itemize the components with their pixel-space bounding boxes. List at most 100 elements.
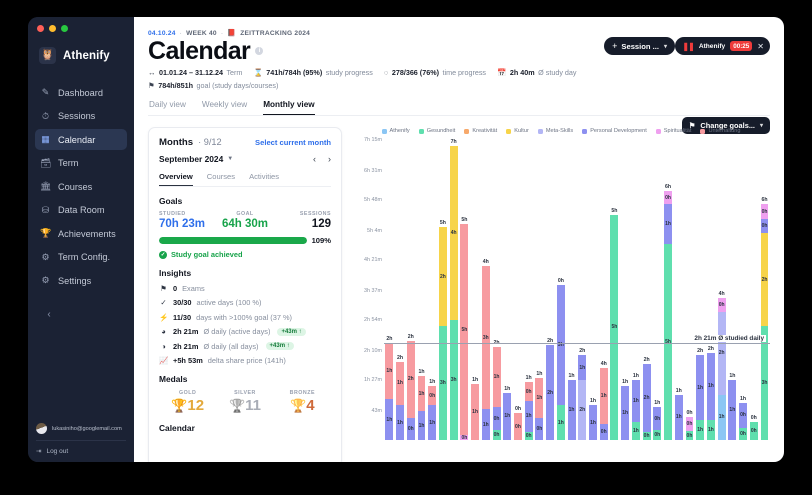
bar-segment[interactable]: 0h	[739, 427, 748, 441]
chart-bar[interactable]: 2h 0h 2h	[641, 140, 652, 441]
sidebar-item-courses[interactable]: 🏛 Courses	[35, 176, 127, 197]
chart-bar[interactable]: 2h 2h	[545, 140, 556, 441]
chart-bar[interactable]: 1h 0h 1h	[534, 140, 545, 441]
zoom-window-button[interactable]	[61, 25, 68, 32]
bar-segment[interactable]: 0h	[653, 407, 662, 430]
legend-item[interactable]: Personal Development	[582, 128, 647, 134]
bar-segment[interactable]: 0h	[406, 417, 415, 441]
bar-segment[interactable]: 0h	[760, 218, 769, 234]
chart-bar[interactable]: 2h 2h 1h	[577, 140, 588, 441]
bar-segment[interactable]: 1h	[589, 405, 597, 441]
chart-bar[interactable]: 1h 1h	[566, 140, 577, 441]
bar-segment[interactable]: 1h	[696, 419, 705, 441]
close-icon[interactable]: ✕	[757, 41, 764, 51]
bar-segment[interactable]: 1h	[631, 380, 640, 422]
add-session-button[interactable]: + Session ... ▾	[604, 37, 675, 55]
chart-bar[interactable]: 1h 0h 1h 0h	[523, 140, 534, 441]
chart-bar[interactable]: 5h 3h 2h	[438, 140, 449, 441]
chart-bar[interactable]: 5h 5h	[609, 140, 620, 441]
bar-segment[interactable]: 1h	[417, 376, 426, 412]
select-current-month-link[interactable]: Select current month	[255, 138, 331, 148]
chart-bar[interactable]: 1h 1h	[588, 140, 599, 441]
bar-segment[interactable]: 0h	[717, 297, 726, 312]
chart-bar[interactable]: 7h 3h 4h	[448, 139, 459, 441]
sidebar-item-sessions[interactable]: ⏱ Sessions	[35, 106, 127, 127]
bar-segment[interactable]: 1h	[717, 394, 726, 441]
legend-item[interactable]: Kreativität	[464, 128, 497, 134]
legend-item[interactable]: Gesundheit	[418, 128, 455, 134]
sidebar-item-calendar[interactable]: ▦ Calendar	[35, 129, 127, 150]
bar-segment[interactable]: 1h	[396, 361, 405, 406]
bar-segment[interactable]: 0h	[492, 429, 501, 441]
bar-segment[interactable]: 0h	[685, 416, 694, 432]
chart-bar[interactable]: 2h 1h 1h	[384, 140, 395, 441]
bar-segment[interactable]: 3h	[556, 285, 565, 406]
bar-segment[interactable]: 1h	[728, 380, 737, 441]
chart-bar[interactable]: 5h 0h 5h	[459, 140, 470, 441]
bar-segment[interactable]: 5h	[460, 224, 469, 436]
bar-segment[interactable]: 1h	[664, 204, 672, 244]
chart-bar[interactable]: 6h 5h 1h 0h	[663, 140, 674, 441]
bar-segment[interactable]: 2h	[642, 363, 651, 432]
bar-segment[interactable]: 0h	[492, 407, 501, 430]
chart-bar[interactable]: 0h 0h 0h	[684, 140, 695, 441]
bar-segment[interactable]: 1h	[621, 386, 630, 441]
chart-bar[interactable]: 4h 1h 3h	[480, 140, 491, 441]
chart-bar[interactable]: 1h 1h 1h	[631, 140, 642, 441]
subtab-activities[interactable]: Activities	[249, 172, 280, 182]
bar-segment[interactable]: 1h	[696, 355, 705, 420]
legend-item[interactable]: Athenify	[381, 128, 410, 134]
legend-item[interactable]: Spiritualität	[655, 128, 691, 134]
bar-segment[interactable]: 1h	[674, 394, 683, 441]
subtab-courses[interactable]: Courses	[206, 172, 236, 182]
bar-segment[interactable]: 1h	[706, 419, 715, 441]
next-month-button[interactable]: ›	[328, 154, 331, 165]
bar-segment[interactable]: 0h	[749, 421, 758, 441]
selected-month[interactable]: September 2024	[159, 154, 224, 165]
chart-bar[interactable]: 0h 0h	[513, 140, 524, 441]
chart-bar[interactable]: 1h 1h 0h	[427, 140, 438, 441]
active-timer[interactable]: ❚❚ Athenify 00:25 ✕	[675, 37, 770, 55]
bar-segment[interactable]: 0h	[514, 413, 522, 441]
bar-segment[interactable]: 0h	[685, 431, 694, 441]
chart-bar[interactable]: 1h 1h	[673, 140, 684, 441]
bar-segment[interactable]: 0h	[760, 204, 769, 219]
bar-segment[interactable]: 1h	[385, 343, 394, 399]
chart-bar[interactable]: 2h 1h 1h	[395, 140, 406, 441]
bar-segment[interactable]: 0h	[653, 429, 662, 441]
bar-segment[interactable]: 0h	[664, 191, 672, 205]
chart-bar[interactable]: 1h 0h 0h	[738, 140, 749, 441]
tab-monthly-view[interactable]: Monthly view	[263, 100, 315, 116]
bar-segment[interactable]: 1h	[492, 347, 501, 408]
bar-segment[interactable]: 0h	[460, 435, 469, 441]
bar-segment[interactable]: 3h	[449, 320, 458, 441]
bar-segment[interactable]: 3h	[760, 326, 769, 441]
bar-segment[interactable]: 0h	[642, 431, 651, 441]
chart-bar[interactable]: 1h 0h 0h	[652, 140, 663, 441]
sidebar-item-settings[interactable]: ⚙ Settings	[35, 270, 127, 291]
minimize-window-button[interactable]	[49, 25, 56, 32]
info-icon[interactable]: i	[255, 47, 264, 56]
sidebar-user[interactable]: lukasiniho@googlemail.com	[36, 423, 126, 434]
chart-bar[interactable]: 1h 1h	[470, 140, 481, 441]
bar-segment[interactable]: 2h	[438, 227, 447, 327]
bar-segment[interactable]: 5h	[664, 243, 672, 441]
bar-segment[interactable]: 2h	[406, 340, 415, 418]
bar-segment[interactable]: 1h	[578, 355, 587, 381]
bar-segment[interactable]: 3h	[438, 326, 447, 441]
bar-segment[interactable]: 1h	[481, 409, 490, 441]
bar-segment[interactable]: 1h	[567, 380, 576, 441]
bar-segment[interactable]: 0h	[524, 431, 533, 441]
bar-segment[interactable]: 1h	[503, 392, 512, 441]
bar-segment[interactable]: 1h	[535, 378, 544, 418]
bar-segment[interactable]: 1h	[417, 411, 426, 441]
close-window-button[interactable]	[37, 25, 44, 32]
bar-segment[interactable]: 3h	[481, 266, 490, 410]
tab-weekly-view[interactable]: Weekly view	[201, 100, 248, 110]
sidebar-collapse-button[interactable]: ‹	[40, 305, 58, 323]
bar-segment[interactable]: 0h	[524, 382, 533, 401]
tab-daily-view[interactable]: Daily view	[149, 100, 186, 110]
bar-segment[interactable]: 5h	[610, 214, 619, 441]
sidebar-item-dashboard[interactable]: ✎ Dashboard	[35, 82, 127, 103]
legend-item[interactable]: Meta-Skills	[537, 128, 573, 134]
